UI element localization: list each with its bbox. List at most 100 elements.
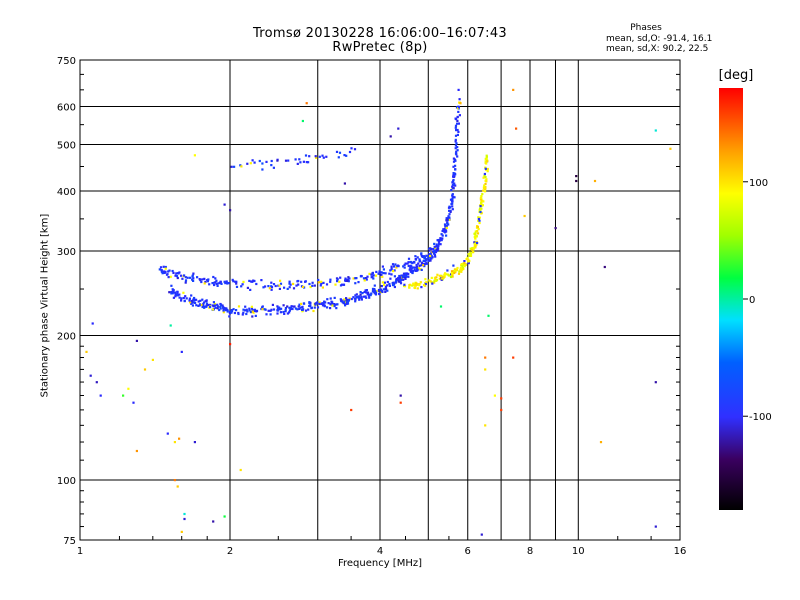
data-point	[479, 210, 482, 214]
data-point	[207, 278, 210, 281]
data-point	[378, 289, 381, 292]
data-point	[291, 307, 294, 311]
data-point	[484, 182, 487, 186]
data-point	[262, 286, 265, 289]
data-point	[268, 287, 271, 290]
data-point	[225, 281, 229, 284]
data-point	[455, 150, 458, 153]
data-point	[430, 257, 433, 260]
data-point	[167, 270, 170, 273]
data-point	[417, 262, 420, 265]
data-point	[472, 246, 475, 249]
data-point	[599, 441, 603, 444]
data-point	[452, 157, 455, 160]
data-point	[473, 241, 476, 244]
data-point	[343, 154, 346, 157]
data-point	[454, 144, 457, 147]
data-point	[302, 160, 305, 163]
data-point	[467, 260, 470, 263]
data-point	[302, 285, 305, 288]
data-point	[477, 217, 480, 221]
data-point	[344, 279, 347, 282]
data-point	[192, 272, 195, 275]
data-point	[439, 237, 442, 240]
data-point	[261, 306, 264, 309]
data-point	[390, 267, 393, 270]
data-point	[350, 147, 353, 150]
data-point	[456, 115, 459, 119]
data-point	[445, 226, 448, 229]
data-point	[357, 281, 360, 284]
data-point	[447, 215, 450, 218]
data-point	[475, 243, 478, 246]
data-point	[407, 275, 410, 278]
data-point	[479, 196, 482, 199]
data-point	[311, 284, 314, 287]
data-point	[447, 206, 451, 209]
data-point	[441, 229, 444, 233]
data-point	[409, 269, 412, 272]
data-point	[321, 286, 324, 289]
data-point	[409, 266, 412, 269]
data-point	[127, 387, 130, 390]
data-point	[438, 242, 441, 245]
data-point	[251, 315, 254, 318]
data-point	[270, 159, 273, 163]
data-point	[401, 275, 404, 279]
data-point	[314, 155, 317, 158]
data-point	[476, 225, 479, 228]
data-point	[355, 293, 358, 296]
data-point	[445, 234, 448, 237]
data-point	[316, 306, 320, 309]
data-point	[287, 159, 290, 162]
data-point	[176, 293, 179, 296]
data-point	[454, 134, 458, 137]
data-point	[355, 296, 358, 299]
data-point	[438, 277, 441, 280]
y-tick-label: 200	[57, 332, 76, 343]
data-point	[345, 154, 348, 157]
data-point	[575, 175, 578, 178]
data-point	[346, 302, 350, 305]
data-point	[295, 284, 298, 287]
data-point	[451, 200, 454, 203]
data-point	[424, 282, 427, 286]
data-point	[233, 165, 236, 168]
data-point	[372, 277, 375, 280]
data-point	[403, 275, 406, 278]
data-point	[438, 274, 441, 277]
data-point	[289, 306, 292, 309]
data-point	[400, 278, 403, 281]
data-point	[458, 98, 461, 101]
data-point	[466, 256, 469, 259]
data-point	[440, 233, 443, 236]
data-point	[201, 298, 204, 301]
data-point	[373, 291, 376, 294]
data-point	[143, 368, 147, 371]
data-point	[184, 295, 187, 298]
data-point	[363, 279, 366, 282]
data-point	[486, 170, 489, 173]
data-point	[250, 305, 253, 308]
data-point	[392, 284, 395, 287]
data-point	[99, 394, 102, 397]
data-point	[484, 179, 487, 182]
data-point	[452, 172, 455, 175]
data-point	[474, 237, 477, 240]
data-point	[422, 264, 425, 267]
data-point	[428, 247, 431, 250]
data-point	[310, 307, 313, 310]
data-point	[282, 310, 285, 314]
data-point	[195, 304, 198, 307]
data-point	[212, 301, 215, 304]
data-point	[365, 278, 368, 281]
data-point	[445, 219, 448, 222]
data-point	[277, 308, 280, 311]
data-point	[228, 315, 231, 318]
data-point	[211, 282, 214, 285]
data-point	[162, 265, 165, 268]
data-point	[480, 202, 483, 205]
data-point	[329, 297, 332, 300]
data-point	[169, 324, 172, 327]
data-point	[384, 285, 387, 288]
